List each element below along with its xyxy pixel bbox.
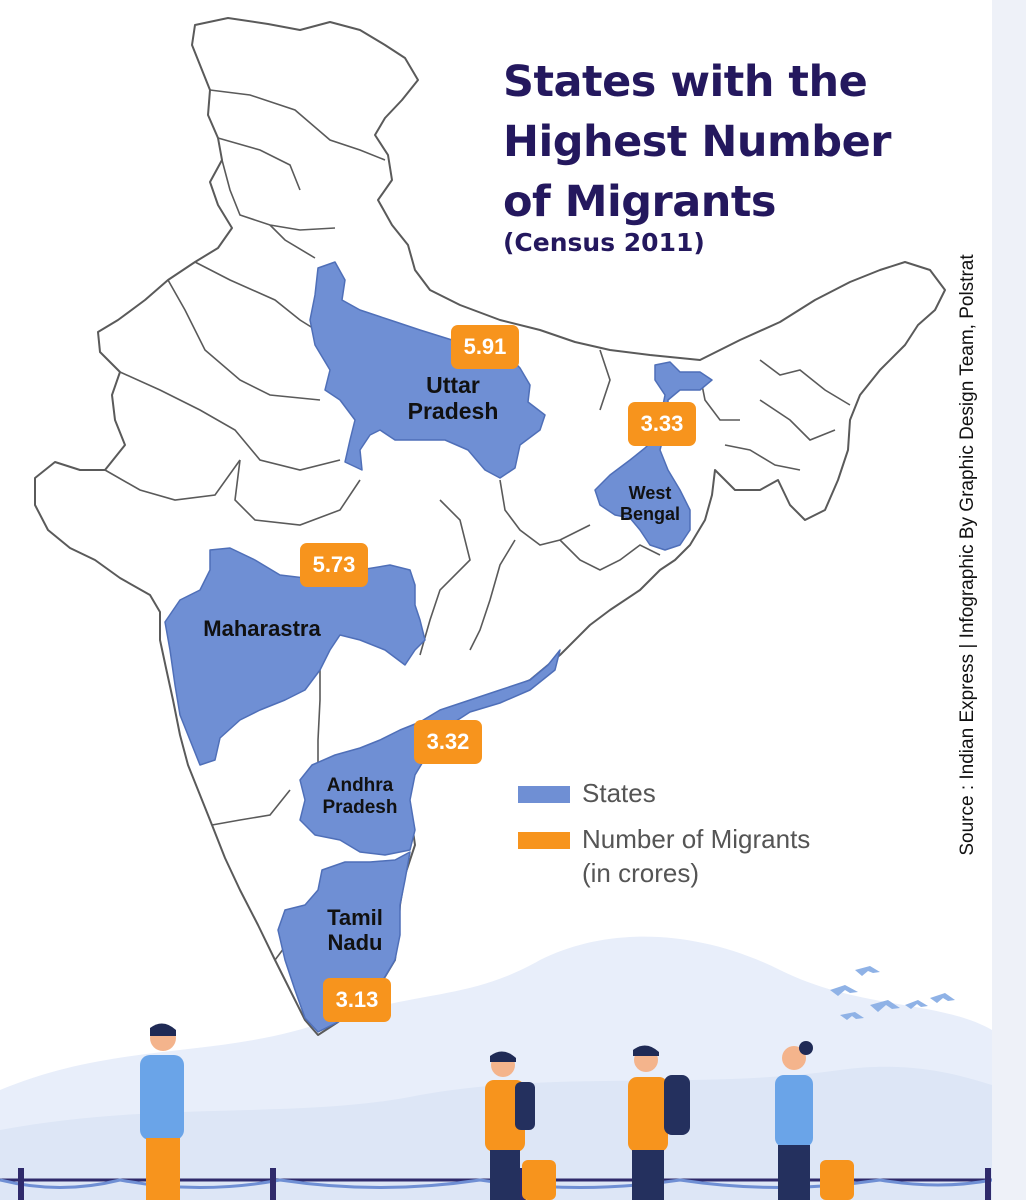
title-line-2: Highest Number [503,117,891,167]
traveller-4 [775,1041,854,1200]
highlighted-states [164,261,713,1033]
traveller-2 [485,1051,556,1200]
state-uttar-pradesh [309,261,546,479]
badge-maharashtra: 5.73 [300,543,368,587]
birds [830,966,955,1020]
label-andhra-pradesh: Andhra Pradesh [322,775,398,818]
traveller-3 [628,1045,690,1200]
legend-migrants-swatch [518,832,570,849]
badge-andhra-pradesh: 3.32 [414,720,482,764]
legend-states-label: States [582,778,656,808]
traveller-left [140,1023,184,1200]
title-line-1: States with the [503,57,868,107]
source-credit: Source : Indian Express | Infographic By… [957,254,978,856]
badge-uttar-pradesh: 5.91 [451,325,519,369]
label-west-bengal: West Bengal [619,483,680,524]
page-title: States with the Highest Number of Migran… [503,52,891,232]
label-uttar-pradesh: Uttar Pradesh [407,372,499,425]
right-edge-strip [992,0,1026,1200]
label-maharashtra: Maharastra [203,616,321,641]
legend-migrants: Number of Migrants (in crores) [518,822,810,890]
legend-states-swatch [518,786,570,803]
legend-states: States [518,776,656,810]
label-tamil-nadu: Tamil Nadu [327,905,383,956]
subtitle: (Census 2011) [503,228,705,257]
legend-migrants-label: Number of Migrants (in crores) [582,824,811,888]
title-line-3: of Migrants [503,177,777,227]
badge-west-bengal: 3.33 [628,402,696,446]
badge-tamil-nadu: 3.13 [323,978,391,1022]
